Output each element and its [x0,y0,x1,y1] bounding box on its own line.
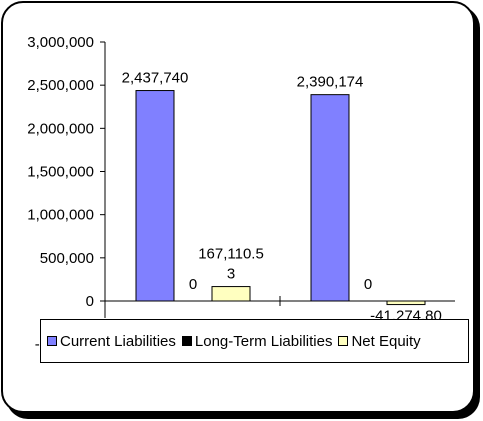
data-label: 0 [189,276,197,293]
legend-label-long-term-liabilities: Long-Term Liabilities [194,332,333,350]
data-label: 2,437,740 [122,70,189,87]
legend-swatch-current-liabilities [47,336,57,346]
y-axis-tick-label: 3,000,000 [27,34,94,51]
legend-swatch-net-equity [338,336,349,346]
bar-current-liabilities-1 [135,90,175,302]
legend-label-net-equity: Net Equity [351,332,421,350]
y-axis-tick-label: 0 [86,293,94,310]
bar-net-equity-2 [386,300,426,306]
y-axis-tick-label: 500,000 [40,250,94,267]
y-axis-tick-label: 1,000,000 [27,207,94,224]
legend-item-long-term-liabilities: Long-Term Liabilities [181,332,333,350]
y-axis-tick-label: 2,500,000 [27,77,94,94]
data-label: 0 [364,276,372,293]
data-label: 167,110.5 3 [198,246,264,283]
chart-legend: Current Liabilities Long-Term Liabilitie… [40,319,469,363]
bar-net-equity-1 [211,286,251,302]
legend-item-current-liabilities: Current Liabilities [47,333,176,350]
bar-current-liabilities-2 [310,94,350,302]
legend-item-net-equity: Net Equity [338,332,421,350]
y-axis-tick-label: 2,000,000 [27,120,94,137]
legend-swatch-long-term-liabilities [181,336,192,346]
legend-label-current-liabilities: Current Liabilities [60,332,176,350]
y-axis-tick-label: 1,500,000 [27,164,94,181]
data-label: 2,390,174 [297,74,364,91]
